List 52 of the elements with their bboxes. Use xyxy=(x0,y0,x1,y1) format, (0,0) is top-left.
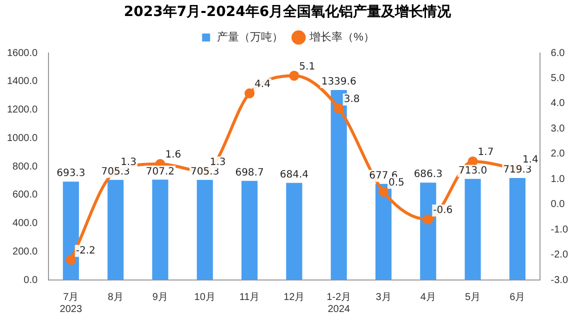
x-tick-label: 4月 xyxy=(420,292,436,303)
data-label: -0.6 xyxy=(433,205,453,216)
y-tick-label: 200.0 xyxy=(12,246,38,258)
data-label: 3.8 xyxy=(344,94,360,106)
y2-tick-label: -2.0 xyxy=(550,250,568,261)
y-tick-label: 0.0 xyxy=(24,274,38,286)
x-tick-label: 12月 xyxy=(284,292,305,303)
x-tick-label: 9月 xyxy=(152,292,168,303)
x-tick-label: 1-2月 2024 xyxy=(326,292,352,315)
x-tick-label: 7月 2023 xyxy=(60,292,82,315)
x-tick-label: 3月 xyxy=(376,292,392,303)
x-tick-label: 5月 xyxy=(465,292,481,303)
y-tick-label: 1200.0 xyxy=(6,104,38,116)
y-tick-label: 1400.0 xyxy=(6,76,38,88)
data-label: 0.5 xyxy=(388,177,404,188)
y2-tick-label: 6.0 xyxy=(550,48,566,59)
data-label: 684.4 xyxy=(280,169,309,180)
x-tick-label: 6月 xyxy=(510,292,526,303)
y-tick-label: 1600.0 xyxy=(6,48,38,59)
y2-tick-label: 0.0 xyxy=(550,199,566,210)
data-label: 4.4 xyxy=(254,78,270,90)
data-label: 686.3 xyxy=(414,169,442,180)
legend-label: 产量（万吨） xyxy=(217,30,284,44)
y-tick-label: 800.0 xyxy=(12,161,38,172)
y2-tick-label: -1.0 xyxy=(550,224,568,236)
y-tick-label: 600.0 xyxy=(12,190,38,201)
y2-tick-label: 3.0 xyxy=(550,123,566,134)
x-tick-label: 11月 xyxy=(239,292,260,303)
y2-tick-label: 4.0 xyxy=(550,98,566,110)
y2-tick-label: -3.0 xyxy=(550,274,568,286)
data-label: -2.2 xyxy=(76,245,96,256)
data-label: 1.3 xyxy=(120,157,136,168)
data-label: 719.3 xyxy=(503,164,532,176)
y2-tick-label: 2.0 xyxy=(550,148,566,160)
data-label: 1.7 xyxy=(478,147,494,158)
data-label: 5.1 xyxy=(299,61,316,72)
y-tick-label: 400.0 xyxy=(12,218,38,229)
data-label: 1.3 xyxy=(210,157,226,168)
data-label: 693.3 xyxy=(56,168,86,180)
data-label: 713.0 xyxy=(458,165,488,176)
y2-tick-label: 5.0 xyxy=(550,72,566,84)
legend-label: 增长率（%） xyxy=(308,30,374,44)
x-tick-label: 10月 xyxy=(194,292,216,303)
data-label: 698.7 xyxy=(235,167,264,178)
data-label: 1.4 xyxy=(522,154,538,166)
y2-tick-label: 1.0 xyxy=(550,174,566,185)
data-label: 1339.6 xyxy=(321,76,356,88)
data-label: 1.6 xyxy=(165,150,182,161)
x-tick-label: 8月 xyxy=(108,292,124,303)
data-label: 707.2 xyxy=(146,166,175,178)
y-tick-label: 1000.0 xyxy=(6,132,38,144)
chart-title: 2023年7月-2024年6月全国氧化铝产量及增长情况 xyxy=(122,3,452,22)
